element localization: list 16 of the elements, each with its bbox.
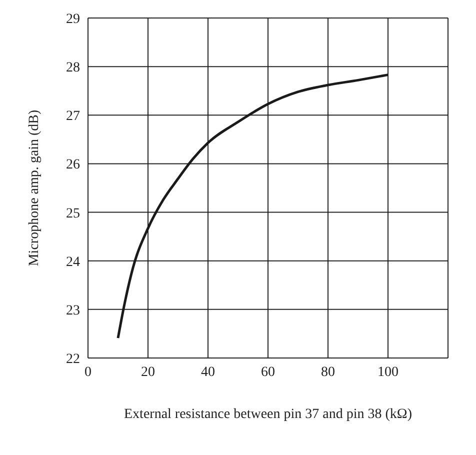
y-tick-label: 25: [66, 206, 80, 222]
x-axis-title: External resistance between pin 37 and pin 38 (kΩ): [124, 407, 412, 422]
y-tick-label: 22: [66, 352, 80, 367]
y-tick-label: 24: [66, 254, 80, 270]
x-tick-label: 80: [321, 364, 335, 380]
y-axis-title: Microphone amp. gain (dB): [26, 110, 42, 266]
y-tick-label: 27: [66, 109, 80, 124]
x-tick-label: 20: [141, 364, 155, 380]
y-tick-label: 23: [66, 303, 80, 318]
y-tick-label: 29: [66, 12, 80, 27]
x-tick-label: 0: [84, 364, 92, 380]
x-tick-label: 40: [201, 364, 215, 380]
x-tick-label: 60: [261, 364, 275, 380]
y-tick-label: 26: [66, 158, 80, 173]
y-tick-label: 28: [66, 60, 80, 76]
x-tick-label: 100: [378, 364, 398, 380]
